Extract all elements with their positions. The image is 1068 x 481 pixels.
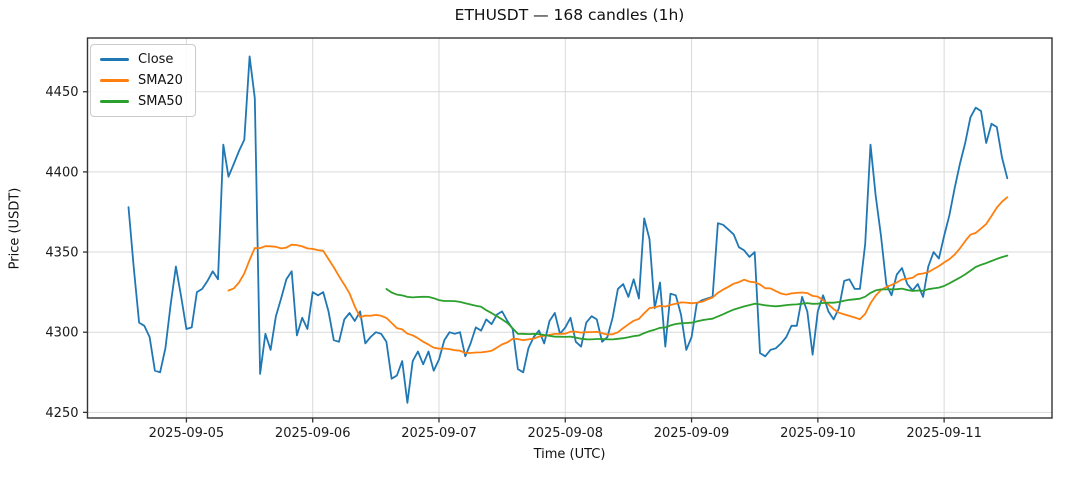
chart-title: ETHUSDT — 168 candles (1h) [454,6,685,24]
sma50-line-swatch [100,100,129,103]
sma20-line [227,196,1009,354]
close-line-swatch [100,58,129,61]
x-tick-label: 2025-09-09 [654,426,730,441]
y-axis-label: Price (USDT) [7,187,23,269]
x-axis-label: Time (UTC) [533,447,606,462]
x-tick-label: 2025-09-10 [780,426,856,441]
y-tick-label: 4400 [45,165,78,180]
y-tick-label: 4300 [45,326,78,341]
legend-item-sma50: SMA50 [100,94,183,109]
sma50-line [385,254,1009,341]
x-tick-label: 2025-09-08 [527,426,603,441]
close-line [127,55,1009,404]
y-tick-label: 4250 [45,406,78,421]
plot-border [86,37,1053,419]
sma20-line-swatch [100,79,129,82]
legend: Close SMA20 SMA50 [90,44,196,117]
x-tick-label: 2025-09-11 [906,426,982,441]
x-tick-label: 2025-09-05 [149,426,225,441]
legend-item-sma20: SMA20 [100,73,183,88]
legend-item-close: Close [100,52,183,67]
legend-label-sma50: SMA50 [138,94,183,109]
y-axis-label-wrap: Price (USDT) [4,38,26,418]
legend-label-close: Close [138,52,174,67]
y-tick-label: 4350 [45,246,78,261]
x-tick-label: 2025-09-06 [275,426,351,441]
x-tick-label: 2025-09-07 [401,426,477,441]
legend-label-sma20: SMA20 [138,73,183,88]
y-tick-label: 4450 [45,85,78,100]
